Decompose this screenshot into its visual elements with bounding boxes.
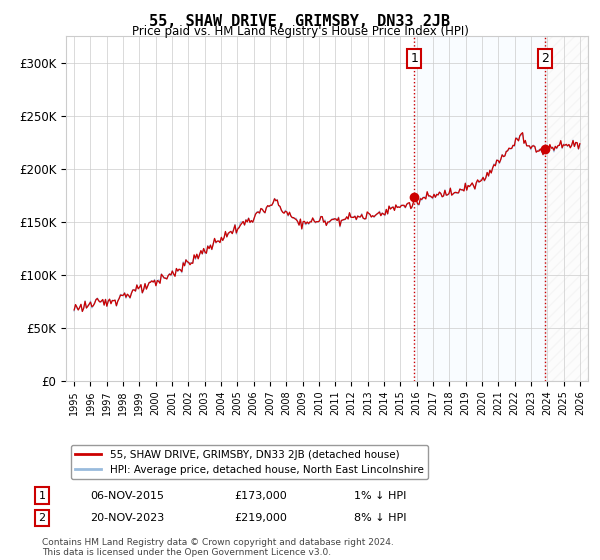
Bar (545, 36, 588, 381)
Text: £173,000: £173,000 (234, 491, 287, 501)
Text: 2: 2 (541, 52, 550, 65)
Text: 06-NOV-2015: 06-NOV-2015 (90, 491, 164, 501)
Legend: 55, SHAW DRIVE, GRIMSBY, DN33 2JB (detached house), HPI: Average price, detached: 55, SHAW DRIVE, GRIMSBY, DN33 2JB (detac… (71, 445, 428, 479)
Text: £219,000: £219,000 (234, 513, 287, 523)
Bar (414, 36, 545, 381)
Text: 8% ↓ HPI: 8% ↓ HPI (354, 513, 407, 523)
Bar (545, 36, 588, 381)
Text: 1% ↓ HPI: 1% ↓ HPI (354, 491, 406, 501)
Text: Contains HM Land Registry data © Crown copyright and database right 2024.
This d: Contains HM Land Registry data © Crown c… (42, 538, 394, 557)
Text: 55, SHAW DRIVE, GRIMSBY, DN33 2JB: 55, SHAW DRIVE, GRIMSBY, DN33 2JB (149, 14, 451, 29)
Text: Price paid vs. HM Land Registry's House Price Index (HPI): Price paid vs. HM Land Registry's House … (131, 25, 469, 38)
Text: 20-NOV-2023: 20-NOV-2023 (90, 513, 164, 523)
Text: 1: 1 (410, 52, 418, 65)
Text: 2: 2 (38, 513, 46, 523)
Text: 1: 1 (38, 491, 46, 501)
